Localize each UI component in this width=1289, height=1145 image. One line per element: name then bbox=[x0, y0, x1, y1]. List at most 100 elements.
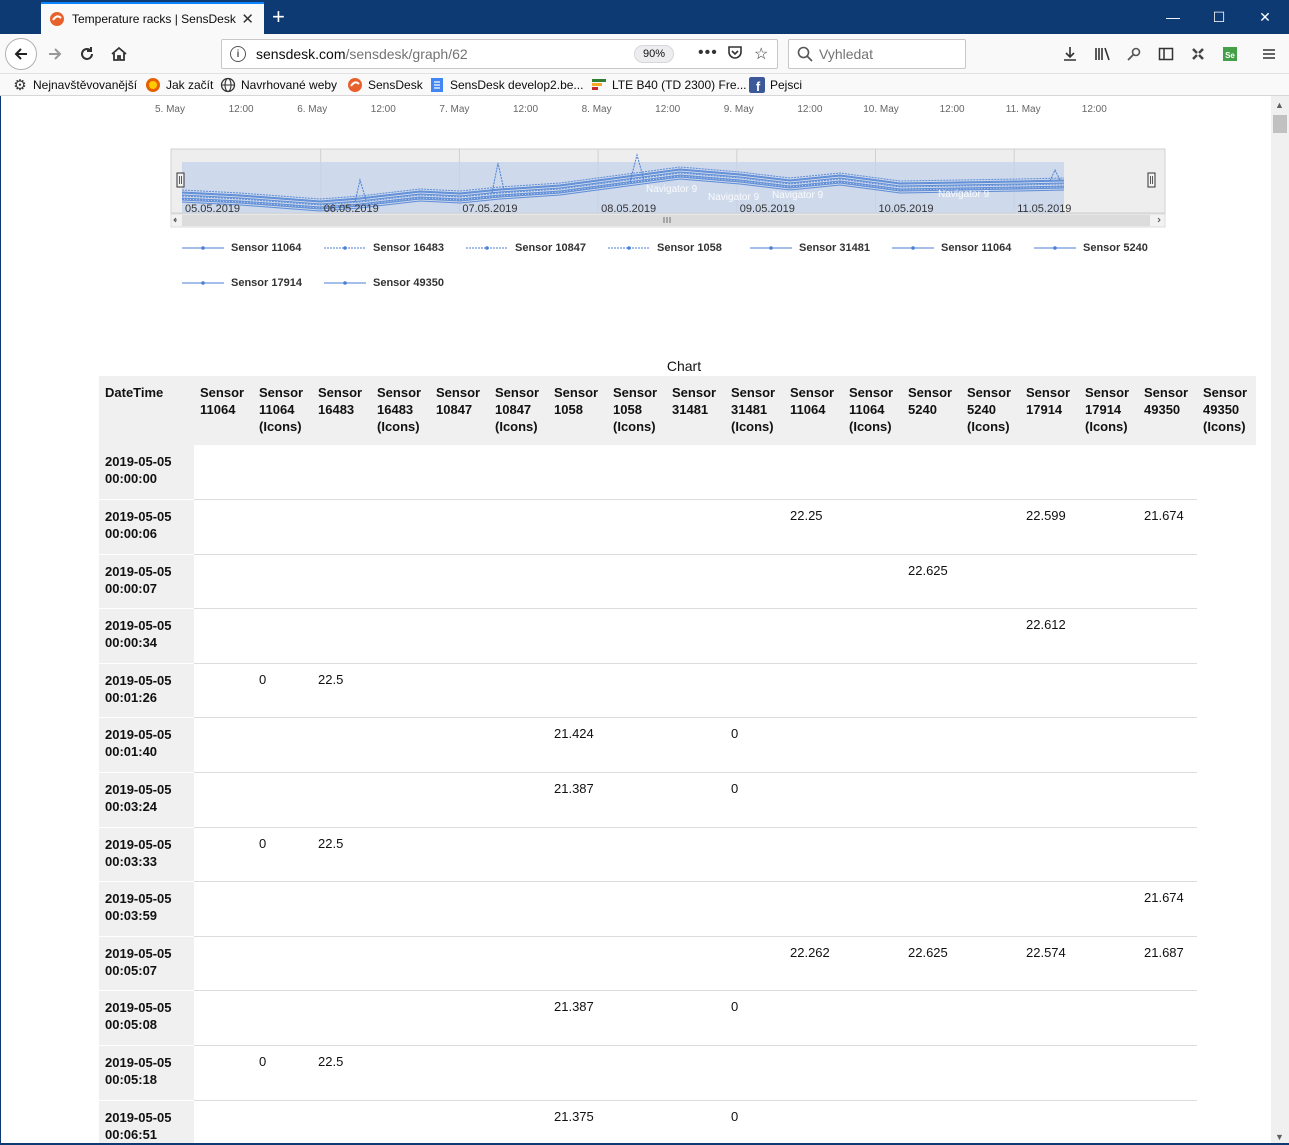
value-cell bbox=[253, 990, 312, 1047]
value-cell bbox=[607, 554, 666, 610]
close-window-button[interactable]: ✕ bbox=[1259, 8, 1271, 25]
value-cell bbox=[1079, 663, 1138, 719]
tab-close-icon[interactable]: ✕ bbox=[241, 11, 254, 28]
value-cell bbox=[253, 936, 312, 992]
navigator-left-handle[interactable] bbox=[176, 172, 185, 188]
bookmark-most-visited[interactable]: ⚙ Nejnavštěvovanější bbox=[12, 76, 137, 94]
value-cell bbox=[1020, 445, 1079, 501]
value-cell bbox=[843, 445, 902, 501]
search-bar[interactable]: Vyhledat bbox=[788, 39, 966, 69]
value-cell bbox=[961, 499, 1020, 555]
back-button[interactable] bbox=[5, 38, 37, 70]
bookmark-pejsci[interactable]: f Pejsci bbox=[749, 76, 802, 94]
home-button[interactable] bbox=[104, 39, 134, 69]
value-cell bbox=[489, 881, 548, 937]
sensor-column-header[interactable]: Sensor 11064 (Icons) bbox=[843, 376, 902, 445]
sensor-column-header[interactable]: Sensor 16483 (Icons) bbox=[371, 376, 430, 445]
datetime-column-header[interactable]: DateTime bbox=[99, 376, 194, 445]
sensor-column-header[interactable]: Sensor 1058 (Icons) bbox=[607, 376, 666, 445]
bookmark-sensdesk-develop2[interactable]: SensDesk develop2.be... bbox=[429, 76, 583, 94]
menu-icon[interactable] bbox=[1258, 43, 1280, 65]
value-cell bbox=[1079, 1045, 1138, 1101]
legend-item[interactable]: Sensor 11064 bbox=[892, 240, 1011, 256]
sensor-column-header[interactable]: Sensor 1058 bbox=[548, 376, 607, 445]
key-extension-icon[interactable] bbox=[1123, 43, 1145, 65]
sensor-column-header[interactable]: Sensor 11064 bbox=[784, 376, 843, 445]
value-cell bbox=[725, 499, 784, 555]
site-info-icon[interactable]: i bbox=[230, 46, 246, 62]
svg-text:Se: Se bbox=[1225, 51, 1235, 60]
legend-label: Sensor 1058 bbox=[657, 242, 722, 254]
new-tab-button[interactable]: + bbox=[272, 4, 285, 29]
sidebar-icon[interactable] bbox=[1155, 43, 1177, 65]
bookmark-sensdesk[interactable]: SensDesk bbox=[347, 76, 423, 94]
library-icon[interactable] bbox=[1092, 43, 1114, 65]
scroll-up-arrow-icon[interactable]: ▲ bbox=[1275, 100, 1284, 110]
forward-button[interactable] bbox=[40, 39, 70, 69]
value-cell bbox=[1079, 499, 1138, 555]
value-cell bbox=[1197, 500, 1256, 555]
bookmark-suggested-sites[interactable]: Navrhované weby bbox=[220, 76, 337, 94]
maximize-button[interactable]: ☐ bbox=[1212, 8, 1226, 25]
header-text: 17914 bbox=[1085, 402, 1122, 417]
legend-item[interactable]: Sensor 10847 bbox=[466, 240, 586, 256]
value-cell bbox=[725, 827, 784, 883]
window-frame-bottom bbox=[0, 1143, 1289, 1145]
sensor-column-header[interactable]: Sensor 11064 (Icons) bbox=[253, 376, 312, 445]
legend-item[interactable]: Sensor 1058 bbox=[608, 240, 722, 256]
sensor-column-header[interactable]: Sensor 49350 bbox=[1138, 376, 1197, 445]
bookmark-getting-started[interactable]: Jak začít bbox=[145, 76, 213, 94]
selenium-icon[interactable]: Se bbox=[1219, 43, 1241, 65]
value-cell bbox=[312, 499, 371, 555]
page-actions-icon[interactable]: ••• bbox=[698, 44, 718, 61]
page-scrollbar[interactable]: ▲ ▼ bbox=[1271, 96, 1289, 1145]
datetime-cell: 2019-05-05 00:03:59 bbox=[99, 881, 194, 937]
url-bar[interactable]: i sensdesk.com/sensdesk/graph/62 90% •••… bbox=[221, 39, 778, 69]
sensor-column-header[interactable]: Sensor 10847 bbox=[430, 376, 489, 445]
bookmark-star-icon[interactable]: ☆ bbox=[754, 46, 769, 63]
table-row: 2019-05-05 00:00:34 22.612 bbox=[99, 608, 1256, 664]
sensor-column-header[interactable]: Sensor 16483 bbox=[312, 376, 371, 445]
top-axis-tick-label: 7. May bbox=[439, 104, 469, 115]
scroll-left-arrow-icon[interactable] bbox=[173, 217, 177, 223]
sensor-column-header[interactable]: Sensor 31481 (Icons) bbox=[725, 376, 784, 445]
browser-tab[interactable]: Temperature racks | SensDesk ✕ bbox=[41, 2, 264, 34]
legend-item[interactable]: Sensor 5240 bbox=[1034, 240, 1148, 256]
navigator-right-handle[interactable] bbox=[1147, 172, 1156, 188]
legend-item[interactable]: Sensor 31481 bbox=[750, 240, 870, 256]
svg-text:f: f bbox=[756, 79, 761, 93]
value-cell bbox=[312, 990, 371, 1047]
legend-item[interactable]: Sensor 17914 bbox=[182, 275, 302, 291]
sensor-column-header[interactable]: Sensor 49350 (Icons) bbox=[1197, 376, 1256, 445]
downloads-icon[interactable] bbox=[1059, 43, 1081, 65]
sensor-column-header[interactable]: Sensor 11064 bbox=[194, 376, 253, 445]
navigator-series-label: Navigator 9 bbox=[708, 192, 760, 203]
reload-button[interactable] bbox=[72, 39, 102, 69]
minimize-button[interactable]: — bbox=[1166, 9, 1180, 25]
value-cell bbox=[784, 717, 843, 774]
page-scrollbar-thumb[interactable] bbox=[1273, 115, 1287, 133]
sensor-column-header[interactable]: Sensor 31481 bbox=[666, 376, 725, 445]
pocket-icon[interactable] bbox=[727, 44, 743, 65]
legend-item[interactable]: Sensor 49350 bbox=[324, 275, 444, 291]
datetime-cell: 2019-05-05 00:05:07 bbox=[99, 936, 194, 992]
navigator-spike-line bbox=[1049, 168, 1061, 182]
scroll-down-arrow-icon[interactable]: ▼ bbox=[1275, 1132, 1284, 1142]
scroll-right-arrow-icon[interactable] bbox=[1157, 217, 1161, 223]
sensor-column-header[interactable]: Sensor 5240 bbox=[902, 376, 961, 445]
bookmark-lte-b40[interactable]: LTE B40 (TD 2300) Fre... bbox=[591, 76, 747, 94]
legend-item[interactable]: Sensor 11064 bbox=[182, 240, 301, 256]
legend-label: Sensor 49350 bbox=[373, 277, 444, 289]
value-cell bbox=[253, 608, 312, 664]
sensor-column-header[interactable]: Sensor 17914 (Icons) bbox=[1079, 376, 1138, 445]
extension-puzzle-icon[interactable] bbox=[1187, 43, 1209, 65]
zoom-level-badge[interactable]: 90% bbox=[634, 45, 674, 63]
sensor-column-header[interactable]: Sensor 10847 (Icons) bbox=[489, 376, 548, 445]
value-cell bbox=[1197, 1046, 1256, 1101]
sensor-column-header[interactable]: Sensor 5240 (Icons) bbox=[961, 376, 1020, 445]
legend-item[interactable]: Sensor 16483 bbox=[324, 240, 444, 256]
sensor-column-header[interactable]: Sensor 17914 bbox=[1020, 376, 1079, 445]
navigator-scrollbar-thumb[interactable] bbox=[182, 215, 1150, 226]
value-cell: 21.674 bbox=[1138, 499, 1197, 555]
header-text: Sensor bbox=[672, 385, 717, 400]
